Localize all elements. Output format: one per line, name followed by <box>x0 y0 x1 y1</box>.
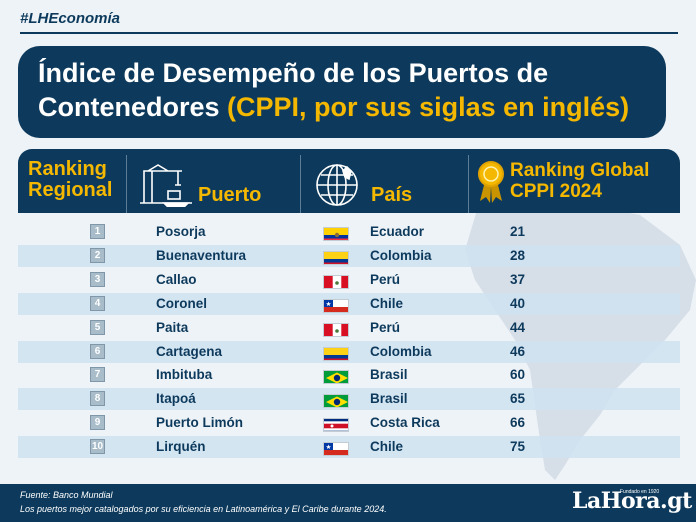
country-name: Perú <box>370 319 401 335</box>
colombia-flag-icon <box>323 346 349 361</box>
row-band <box>18 292 680 315</box>
global-rank-value: 66 <box>510 415 526 431</box>
header-ranking-global: Ranking Global CPPI 2024 <box>510 160 649 202</box>
table-header: Ranking Regional Puerto País Ranking Glo… <box>18 149 680 213</box>
table-row: 8 Itapoá Brasil 65 <box>18 388 680 411</box>
port-name: Puerto Limón <box>156 415 243 431</box>
table-row: 7 Imbituba Brasil 60 <box>18 364 680 386</box>
country-name: Costa Rica <box>370 415 440 431</box>
peru-flag-icon <box>323 274 349 289</box>
table-row: 6 Cartagena Colombia 46 <box>18 340 680 363</box>
global-rank-value: 28 <box>510 247 526 263</box>
table-row: 5 Paita Perú 44 <box>18 317 680 339</box>
table-row: 4 Coronel Chile 40 <box>18 292 680 315</box>
globe-icon <box>316 164 358 206</box>
table-row: 10 Lirquén Chile 75 <box>18 436 680 459</box>
country-name: Brasil <box>370 391 408 407</box>
country-name: Brasil <box>370 367 408 383</box>
footer-note: Los puertos mejor catalogados por su efi… <box>20 504 387 514</box>
header-pais: País <box>371 184 413 206</box>
regional-rank-badge: 3 <box>90 271 105 287</box>
header-rank-line-1: Ranking <box>28 158 107 180</box>
ecuador-flag-icon <box>323 227 349 241</box>
global-rank-value: 37 <box>510 271 526 287</box>
regional-rank-badge: 6 <box>90 343 105 359</box>
regional-rank-badge: 1 <box>90 224 105 239</box>
global-rank-value: 40 <box>510 295 526 311</box>
global-rank-value: 46 <box>510 343 526 359</box>
brasil-flag-icon <box>323 370 349 385</box>
hashtag: #LHEconomía <box>20 10 121 27</box>
port-name: Lirquén <box>156 439 206 455</box>
title-banner: Índice de Desempeño de los Puertos de Co… <box>18 46 666 138</box>
port-name: Callao <box>156 271 197 287</box>
port-name: Posorja <box>156 224 206 239</box>
title-line-2: Contenedores (CPPI, por sus siglas en in… <box>38 90 646 124</box>
header-separator <box>126 155 127 213</box>
country-name: Chile <box>370 295 404 311</box>
footer-bar <box>0 484 696 522</box>
port-name: Paita <box>156 319 189 335</box>
port-name: Cartagena <box>156 343 223 359</box>
port-name: Buenaventura <box>156 247 247 263</box>
header-separator <box>300 155 301 213</box>
regional-rank-badge: 10 <box>90 439 105 455</box>
footer-source: Fuente: Banco Mundial <box>20 490 113 500</box>
global-rank-value: 65 <box>510 391 526 407</box>
port-name: Itapoá <box>156 391 196 407</box>
logo-tagline: Fundado en 1920 <box>620 489 660 495</box>
hashtag-underline <box>20 32 678 34</box>
global-rank-value: 75 <box>510 439 526 455</box>
regional-rank-badge: 2 <box>90 247 105 263</box>
table-row: 9 Puerto Limón Costa Rica 66 <box>18 412 680 434</box>
country-name: Colombia <box>370 343 432 359</box>
chile-flag-icon <box>323 298 349 313</box>
header-rank-line-2: Regional <box>28 179 113 201</box>
row-band <box>18 388 680 411</box>
regional-rank-badge: 5 <box>90 319 105 335</box>
title-line-2-main: Contenedores <box>38 92 228 122</box>
title-line-1: Índice de Desempeño de los Puertos de <box>38 58 549 88</box>
regional-rank-badge: 7 <box>90 367 105 383</box>
table-row: 2 Buenaventura Colombia 28 <box>18 244 680 267</box>
header-global-line-2: CPPI 2024 <box>510 181 602 202</box>
brasil-flag-icon <box>323 394 349 409</box>
row-band <box>18 436 680 459</box>
costa-rica-flag-icon <box>323 418 349 433</box>
title-line-2-accent: (CPPI, por sus siglas en inglés) <box>227 92 630 122</box>
country-name: Chile <box>370 439 404 455</box>
global-rank-value: 44 <box>510 319 526 335</box>
port-name: Imbituba <box>156 367 213 383</box>
header-puerto: Puerto <box>198 184 262 206</box>
colombia-flag-icon <box>323 250 349 265</box>
global-rank-value: 60 <box>510 367 526 383</box>
port-name: Coronel <box>156 295 208 311</box>
country-name: Perú <box>370 271 401 287</box>
country-name: Ecuador <box>370 224 425 239</box>
global-rank-value: 21 <box>510 224 526 239</box>
lahora-logo: LaHora.gt <box>572 488 692 514</box>
header-global-line-1: Ranking Global <box>510 160 650 181</box>
table-row: 3 Callao Perú 37 <box>18 269 680 291</box>
regional-rank-badge: 8 <box>90 391 105 407</box>
regional-rank-badge: 4 <box>90 295 105 311</box>
gold-medal-icon <box>478 161 504 203</box>
row-band <box>18 244 680 267</box>
chile-flag-icon <box>323 442 349 457</box>
header-ranking-regional: Ranking Regional <box>28 159 112 201</box>
header-separator <box>468 155 469 213</box>
country-name: Colombia <box>370 247 432 263</box>
row-band <box>18 340 680 363</box>
peru-flag-icon <box>323 322 349 337</box>
table-row: 1 Posorja Ecuador 21 <box>18 221 680 243</box>
crane-port-icon <box>140 164 192 207</box>
regional-rank-badge: 9 <box>90 415 105 431</box>
